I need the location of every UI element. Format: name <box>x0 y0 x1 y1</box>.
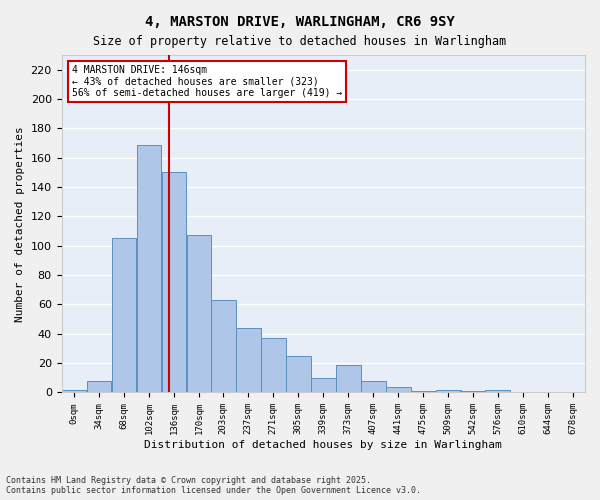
Bar <box>236 328 260 392</box>
X-axis label: Distribution of detached houses by size in Warlingham: Distribution of detached houses by size … <box>145 440 502 450</box>
Bar <box>336 364 361 392</box>
Bar <box>87 380 112 392</box>
Text: Contains HM Land Registry data © Crown copyright and database right 2025.
Contai: Contains HM Land Registry data © Crown c… <box>6 476 421 495</box>
Bar <box>436 390 461 392</box>
Bar <box>187 236 211 392</box>
Text: Size of property relative to detached houses in Warlingham: Size of property relative to detached ho… <box>94 35 506 48</box>
Bar <box>261 338 286 392</box>
Bar <box>386 386 410 392</box>
Text: 4 MARSTON DRIVE: 146sqm
← 43% of detached houses are smaller (323)
56% of semi-d: 4 MARSTON DRIVE: 146sqm ← 43% of detache… <box>72 65 342 98</box>
Bar <box>411 391 436 392</box>
Bar <box>211 300 236 392</box>
Bar <box>112 238 136 392</box>
Bar <box>311 378 335 392</box>
Bar <box>460 391 485 392</box>
Bar <box>162 172 187 392</box>
Bar <box>485 390 510 392</box>
Bar <box>62 390 86 392</box>
Bar <box>361 380 386 392</box>
Bar <box>286 356 311 393</box>
Y-axis label: Number of detached properties: Number of detached properties <box>15 126 25 322</box>
Text: 4, MARSTON DRIVE, WARLINGHAM, CR6 9SY: 4, MARSTON DRIVE, WARLINGHAM, CR6 9SY <box>145 15 455 29</box>
Bar <box>137 144 161 392</box>
